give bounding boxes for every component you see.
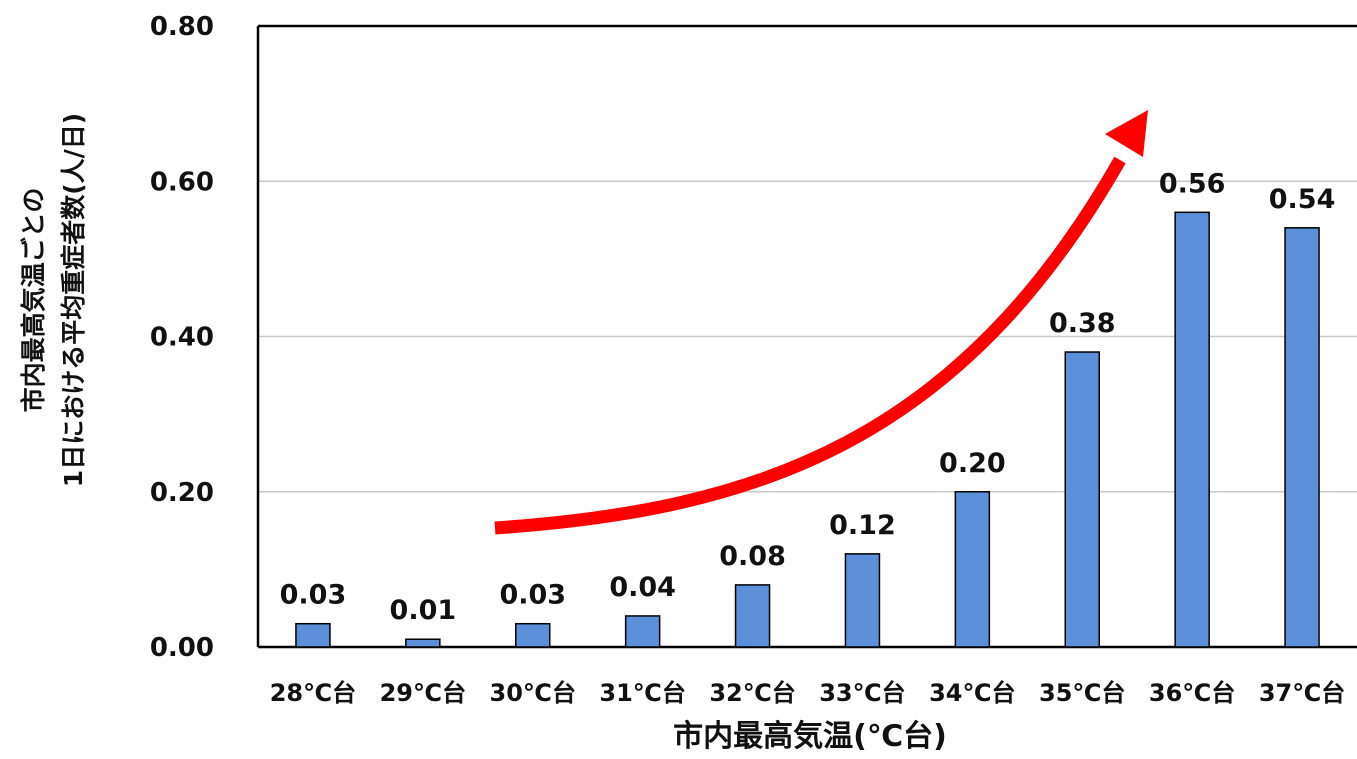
- bar: [1064, 351, 1100, 648]
- x-category-label: 35℃台: [1039, 679, 1125, 707]
- bar: [405, 638, 441, 648]
- trend-arrow: [494, 156, 1126, 535]
- y-tick-label: 0.40: [150, 323, 214, 353]
- y-axis-ticks: 0.00 0.20 0.40 0.60 0.80: [150, 12, 214, 663]
- data-label: 0.56: [1159, 168, 1226, 199]
- data-label: 0.38: [1049, 308, 1116, 339]
- data-label: 0.08: [719, 541, 786, 572]
- y-tick-label: 0.80: [150, 12, 214, 42]
- bar: [515, 622, 551, 648]
- bar: [844, 553, 881, 648]
- x-category-label: 34℃台: [929, 679, 1015, 707]
- data-label: 0.12: [829, 510, 896, 541]
- x-category-label: 33℃台: [819, 679, 905, 707]
- bar: [1284, 227, 1320, 648]
- bar: [1174, 211, 1210, 648]
- trend-arrow-head: [1105, 110, 1148, 157]
- trend-arrow-group: [494, 110, 1148, 535]
- bar: [295, 622, 331, 648]
- y-tick-label: 0.60: [150, 167, 214, 197]
- bar: [624, 615, 661, 648]
- data-label: 0.01: [390, 595, 457, 626]
- x-category-label: 29℃台: [380, 679, 466, 707]
- data-label: 0.03: [280, 580, 347, 611]
- x-category-label: 37℃台: [1259, 679, 1345, 707]
- y-axis-title-line2: 1日における平均重症者数(人/日): [59, 113, 88, 487]
- y-axis-title-line1: 市内最高気温ごとの: [19, 188, 48, 413]
- bar: [954, 491, 991, 648]
- y-tick-label: 0.20: [150, 478, 214, 508]
- bars: [295, 211, 1320, 648]
- x-category-label: 32℃台: [709, 679, 795, 707]
- data-labels: 0.03 0.01 0.03 0.04 0.08 0.12 0.20 0.38 0.56 0.54: [280, 168, 1336, 626]
- y-tick-label: 0.00: [150, 633, 214, 663]
- y-axis-title: 市内最高気温ごとの 1日における平均重症者数(人/日): [19, 113, 88, 487]
- x-category-label: 31℃台: [599, 679, 685, 707]
- data-label: 0.03: [499, 580, 566, 611]
- gridlines: [256, 24, 1357, 649]
- x-category-label: 30℃台: [490, 679, 576, 707]
- data-label: 0.04: [609, 572, 676, 603]
- x-category-label: 28℃台: [270, 679, 356, 707]
- x-axis-title: 市内最高気温(℃台): [673, 719, 947, 754]
- x-category-label: 36℃台: [1149, 679, 1235, 707]
- x-axis-categories: 28℃台 29℃台 30℃台 31℃台 32℃台 33℃台 34℃台 35℃台 36℃台 37℃台: [270, 679, 1346, 707]
- bar: [734, 584, 771, 648]
- data-label: 0.20: [939, 448, 1006, 479]
- data-label: 0.54: [1269, 184, 1336, 215]
